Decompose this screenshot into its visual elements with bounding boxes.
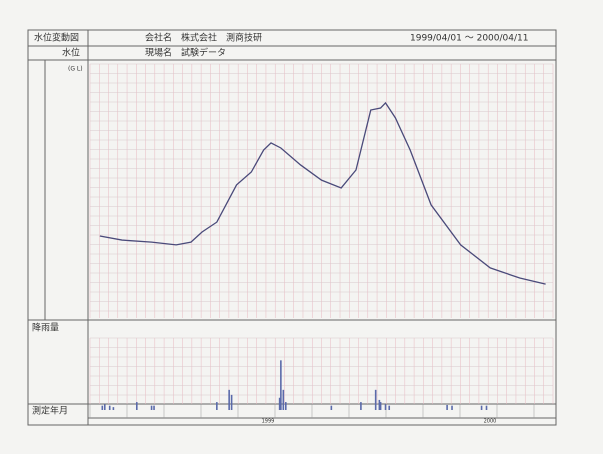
rain-bar <box>103 404 106 410</box>
sheet <box>27 29 557 426</box>
rain-bar <box>446 404 448 410</box>
rain-bar <box>480 405 483 410</box>
title: 水位変動図 <box>34 32 79 44</box>
year-label: 1999 <box>262 419 275 425</box>
water-level-line <box>99 101 546 285</box>
rain-bar <box>153 405 155 410</box>
rain-bar <box>451 405 453 410</box>
rain-bar <box>282 389 285 410</box>
period: 1999/04/01 ～ 2000/04/11 <box>410 34 528 44</box>
rain-bar <box>228 389 230 410</box>
rain-bar <box>108 405 111 410</box>
rain-bar <box>384 404 387 410</box>
rain-bar <box>150 405 153 410</box>
subtitle: 水位 <box>62 47 80 59</box>
rain-bar <box>230 394 233 410</box>
site: 現場名 試験データ <box>145 47 226 59</box>
unit: (G L) <box>68 66 83 73</box>
rain-bar <box>378 399 381 410</box>
rain-bar <box>278 397 281 410</box>
year-label: 2000 <box>484 419 497 425</box>
rain-bar <box>280 360 282 410</box>
rain-bar <box>284 402 287 410</box>
rain-bar <box>379 402 382 410</box>
rain-bar <box>112 407 115 410</box>
rain-bar <box>330 405 333 410</box>
rain-bar <box>388 405 391 410</box>
rain-bar <box>360 402 362 410</box>
rain-bar <box>374 389 377 410</box>
company: 会社名 株式会社 測商技研 <box>145 32 262 44</box>
rain-bar <box>135 402 138 410</box>
rain-bar <box>101 405 104 410</box>
rain-bar <box>216 402 218 410</box>
rain-bar <box>485 405 488 410</box>
rain-label: 降雨量 <box>32 322 59 334</box>
date-label: 測定年月 <box>32 405 68 417</box>
